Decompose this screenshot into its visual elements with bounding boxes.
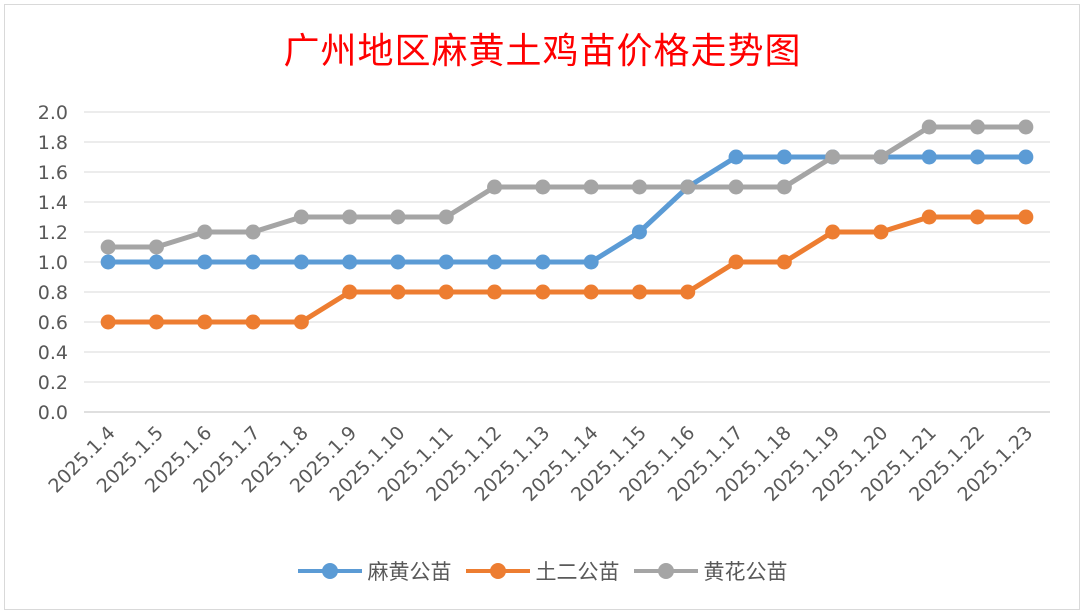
data-point	[631, 179, 647, 195]
legend-label: 土二公苗	[535, 560, 620, 584]
data-point	[438, 284, 454, 300]
data-point	[148, 314, 164, 330]
data-point	[583, 284, 599, 300]
legend-item: 黄花公苗	[633, 556, 788, 586]
legend-item: 土二公苗	[465, 556, 620, 586]
legend-swatch	[633, 561, 698, 581]
data-point	[487, 254, 503, 270]
data-point	[390, 209, 406, 225]
chart-area	[4, 4, 1080, 610]
data-point	[1018, 119, 1034, 135]
y-tick-label: 0.6	[38, 312, 68, 334]
data-point	[245, 224, 261, 240]
data-point	[148, 254, 164, 270]
data-point	[1018, 209, 1034, 225]
data-point	[535, 179, 551, 195]
data-point	[342, 284, 358, 300]
data-point	[728, 179, 744, 195]
data-point	[342, 254, 358, 270]
data-point	[390, 254, 406, 270]
data-point	[728, 149, 744, 165]
chart-title: 广州地区麻黄土鸡苗价格走势图	[283, 31, 802, 72]
data-point	[728, 254, 744, 270]
data-point	[825, 224, 841, 240]
legend-label: 麻黄公苗	[367, 560, 452, 584]
data-point	[583, 179, 599, 195]
data-point	[970, 149, 986, 165]
legend-label: 黄花公苗	[703, 560, 788, 584]
data-point	[438, 209, 454, 225]
data-point	[197, 224, 213, 240]
data-point	[535, 284, 551, 300]
y-tick-label: 0.2	[38, 372, 68, 394]
data-point	[342, 209, 358, 225]
data-point	[631, 284, 647, 300]
y-tick-label: 1.4	[38, 192, 68, 214]
y-tick-label: 1.6	[38, 162, 68, 184]
y-tick-label: 1.0	[38, 252, 68, 274]
y-tick-label: 0.0	[38, 402, 68, 424]
y-tick-label: 0.4	[38, 342, 68, 364]
series-line	[105, 124, 1029, 250]
data-point	[825, 149, 841, 165]
data-point	[921, 119, 937, 135]
data-point	[197, 314, 213, 330]
data-point	[100, 239, 116, 255]
data-point	[487, 179, 503, 195]
data-point	[100, 254, 116, 270]
data-point	[438, 254, 454, 270]
data-point	[680, 284, 696, 300]
y-tick-label: 0.8	[38, 282, 68, 304]
data-point	[487, 284, 503, 300]
data-point	[293, 209, 309, 225]
y-tick-label: 1.2	[38, 222, 68, 244]
y-tick-label: 1.8	[38, 132, 68, 154]
data-point	[970, 119, 986, 135]
data-point	[873, 224, 889, 240]
data-point	[921, 209, 937, 225]
data-point	[245, 254, 261, 270]
data-point	[1018, 149, 1034, 165]
data-point	[873, 149, 889, 165]
data-point	[390, 284, 406, 300]
data-point	[535, 254, 551, 270]
data-point	[776, 149, 792, 165]
data-point	[293, 254, 309, 270]
legend-item: 麻黄公苗	[297, 556, 452, 586]
data-point	[245, 314, 261, 330]
data-point	[776, 179, 792, 195]
data-point	[776, 254, 792, 270]
legend: 麻黄公苗 土二公苗 黄花公苗	[0, 556, 1085, 586]
data-point	[148, 239, 164, 255]
data-point	[631, 224, 647, 240]
data-point	[921, 149, 937, 165]
legend-swatch	[465, 561, 530, 581]
y-tick-label: 2.0	[38, 102, 68, 124]
data-point	[100, 314, 116, 330]
legend-swatch	[297, 561, 362, 581]
data-point	[970, 209, 986, 225]
data-point	[680, 179, 696, 195]
data-point	[293, 314, 309, 330]
series-line	[105, 214, 1029, 325]
data-point	[583, 254, 599, 270]
data-point	[197, 254, 213, 270]
series-line	[105, 154, 1029, 265]
